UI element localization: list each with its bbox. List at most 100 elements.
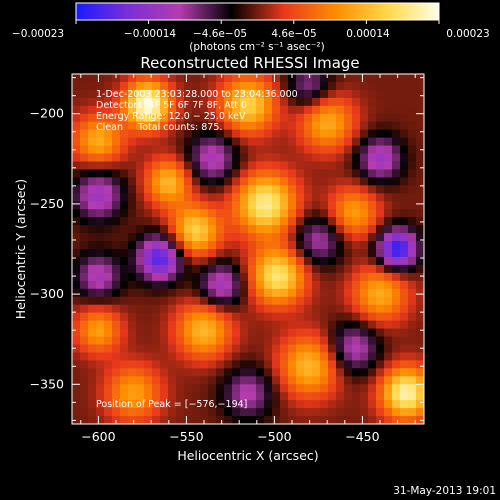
heatmap-cell: [224, 264, 233, 274]
heatmap-cell: [280, 105, 289, 115]
heatmap-cell: [88, 233, 97, 242]
heatmap-cell: [80, 249, 89, 258]
heatmap-cell: [208, 352, 217, 361]
heatmap-cell: [408, 145, 417, 155]
heatmap-cell: [224, 400, 233, 409]
heatmap-cell: [296, 288, 305, 298]
heatmap-cell: [264, 384, 273, 393]
heatmap-cell: [128, 241, 137, 250]
heatmap-cell: [352, 241, 361, 250]
heatmap-cell: [296, 400, 305, 409]
heatmap-cell: [400, 384, 409, 393]
heatmap-cell: [144, 209, 153, 218]
heatmap-cell: [96, 217, 105, 226]
heatmap-cell: [112, 121, 121, 131]
heatmap-cell: [320, 352, 329, 361]
heatmap-cell: [216, 81, 225, 91]
heatmap-cell: [280, 81, 289, 91]
heatmap-cell: [208, 89, 217, 99]
heatmap-cell: [304, 217, 313, 226]
heatmap-cell: [144, 408, 153, 417]
heatmap-cell: [376, 217, 385, 226]
heatmap-cell: [224, 81, 233, 91]
heatmap-cell: [352, 256, 361, 266]
heatmap-cell: [368, 272, 377, 282]
heatmap-cell: [112, 193, 121, 202]
heatmap-cell: [176, 256, 185, 266]
heatmap-cell: [200, 384, 209, 393]
heatmap-cell: [280, 161, 289, 171]
heatmap-cell: [416, 384, 424, 393]
heatmap-cell: [88, 249, 97, 258]
heatmap-cell: [192, 209, 201, 218]
heatmap-cell: [296, 272, 305, 282]
heatmap-cell: [80, 217, 89, 226]
heatmap-cell: [232, 137, 241, 147]
heatmap-cell: [352, 177, 361, 186]
heatmap-cell: [144, 352, 153, 361]
heatmap-cell: [112, 137, 121, 147]
heatmap-cell: [376, 153, 385, 163]
heatmap-cell: [200, 344, 209, 354]
heatmap-cell: [296, 241, 305, 250]
heatmap-cell: [208, 137, 217, 147]
heatmap-cell: [400, 217, 409, 226]
heatmap-cell: [248, 113, 257, 123]
heatmap-cell: [400, 272, 409, 282]
heatmap-cell: [336, 272, 345, 282]
annotation-energy-range: Energy Range: 12.0 − 25.0 keV: [96, 111, 246, 122]
heatmap-cell: [368, 225, 377, 234]
heatmap-cell: [112, 296, 121, 306]
heatmap-cell: [296, 296, 305, 306]
heatmap-cell: [328, 264, 337, 274]
heatmap-cell: [144, 121, 153, 131]
heatmap-cell: [136, 280, 145, 290]
heatmap-cell: [168, 161, 177, 171]
heatmap-cell: [272, 408, 281, 417]
heatmap-cell: [192, 392, 201, 401]
heatmap-cell: [232, 233, 241, 242]
heatmap-cell: [296, 384, 305, 393]
heatmap-cell: [336, 209, 345, 218]
heatmap-cell: [160, 384, 169, 393]
heatmap-cell: [288, 352, 297, 361]
x-tick-label: −550: [169, 429, 203, 444]
heatmap-cell: [280, 113, 289, 123]
heatmap-cell: [416, 296, 424, 306]
heatmap-cell: [408, 137, 417, 147]
heatmap-cell: [352, 74, 361, 83]
heatmap-cell: [336, 153, 345, 163]
heatmap-cell: [200, 145, 209, 155]
heatmap-cell: [328, 249, 337, 258]
heatmap-cell: [232, 201, 241, 210]
heatmap-cell: [184, 145, 193, 155]
heatmap-cell: [400, 161, 409, 171]
heatmap-cell: [256, 105, 265, 115]
heatmap-cell: [328, 392, 337, 401]
heatmap-cell: [344, 272, 353, 282]
heatmap-cell: [264, 74, 273, 83]
heatmap-cell: [336, 74, 345, 83]
heatmap-cell: [88, 89, 97, 99]
heatmap-cell: [168, 121, 177, 131]
heatmap-cell: [104, 344, 113, 354]
heatmap-cell: [272, 74, 281, 83]
heatmap-cell: [344, 360, 353, 369]
heatmap-cell: [320, 121, 329, 131]
heatmap-cell: [88, 137, 97, 147]
heatmap-cell: [192, 113, 201, 123]
heatmap-cell: [104, 416, 113, 424]
heatmap-cell: [248, 360, 257, 369]
heatmap-cell: [304, 74, 313, 83]
heatmap-cell: [128, 121, 137, 131]
heatmap-cell: [216, 74, 225, 83]
heatmap-cell: [344, 137, 353, 147]
heatmap-cell: [352, 400, 361, 409]
heatmap-cell: [96, 201, 105, 210]
heatmap-cell: [336, 352, 345, 361]
heatmap-cell: [216, 161, 225, 171]
heatmap-cell: [320, 400, 329, 409]
heatmap-cell: [208, 225, 217, 234]
heatmap: [72, 74, 424, 424]
